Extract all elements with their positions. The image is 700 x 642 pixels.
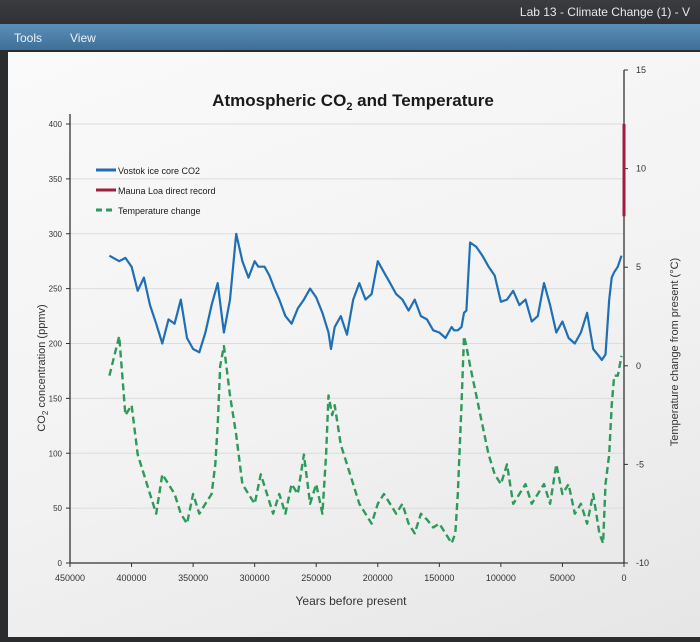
y-left-label-rest: concentration (ppmv): [36, 304, 48, 410]
y-left-tick-label: 300: [49, 230, 63, 239]
series-line-temperature-change: [108, 335, 623, 545]
x-tick-label: 350000: [178, 573, 208, 583]
legend-label-temp: Temperature change: [118, 206, 201, 216]
window-title: Lab 13 - Climate Change (1) - V: [519, 5, 690, 19]
y-left-label-sub: 2: [41, 410, 50, 415]
legend: Vostok ice core CO2 Mauna Loa direct rec…: [96, 166, 216, 216]
series-lines: [108, 124, 626, 545]
menu-view[interactable]: View: [70, 31, 96, 45]
x-tick-label: 250000: [301, 573, 331, 583]
tick-labels: 450000 400000 350000 300000 250000 200000 1500…: [49, 65, 649, 583]
series-line-vostok-ice-core-co2: [108, 232, 623, 362]
y-left-tick-label: 0: [58, 559, 63, 568]
y-right-tick-label: 10: [636, 164, 646, 174]
x-tick-label: 300000: [240, 573, 270, 583]
document-sheet: 450000 400000 350000 300000 250000 200000 1500…: [8, 52, 700, 637]
menu-bar: Tools View: [0, 24, 700, 50]
y-left-tick-label: 400: [49, 120, 63, 129]
menu-tools[interactable]: Tools: [14, 31, 43, 45]
chart-title-rest: and Temperature: [352, 91, 493, 110]
y-right-tick-label: -10: [636, 558, 649, 568]
legend-label-vostok: Vostok ice core CO2: [118, 166, 200, 176]
y-left-tick-label: 250: [49, 285, 63, 294]
chart-title: Atmospheric CO2 and Temperature: [212, 91, 494, 113]
x-tick-label: 400000: [117, 573, 147, 583]
y-left-tick-label: 350: [49, 175, 63, 184]
y-axis-right-label: Temperature change from present (°C): [669, 258, 681, 446]
y-left-tick-label: 50: [53, 504, 62, 513]
y-right-tick-label: 0: [636, 361, 641, 371]
y-left-label-main: CO: [36, 415, 48, 432]
y-left-tick-label: 150: [49, 394, 63, 403]
x-tick-label: 150000: [424, 573, 454, 583]
y-right-tick-label: 15: [636, 65, 646, 75]
x-tick-label: 50000: [550, 573, 575, 583]
x-axis-label: Years before present: [296, 594, 408, 608]
chart-title-sub: 2: [346, 101, 352, 113]
x-tick-label: 0: [621, 573, 626, 583]
x-tick-label: 450000: [55, 573, 85, 583]
x-tick-label: 200000: [363, 573, 393, 583]
x-tick-label: 100000: [486, 573, 516, 583]
y-left-tick-label: 200: [49, 340, 63, 349]
y-right-tick-label: -5: [636, 459, 644, 469]
climate-chart: 450000 400000 350000 300000 250000 200000 1500…: [36, 65, 681, 608]
y-left-tick-label: 100: [49, 449, 63, 458]
chart-title-main: Atmospheric CO: [212, 91, 346, 110]
legend-label-mauna: Mauna Loa direct record: [118, 186, 216, 196]
title-bar: Lab 13 - Climate Change (1) - V: [0, 0, 700, 24]
y-axis-left-label: CO2 concentration (ppmv): [36, 304, 50, 431]
y-right-tick-label: 5: [636, 262, 641, 272]
